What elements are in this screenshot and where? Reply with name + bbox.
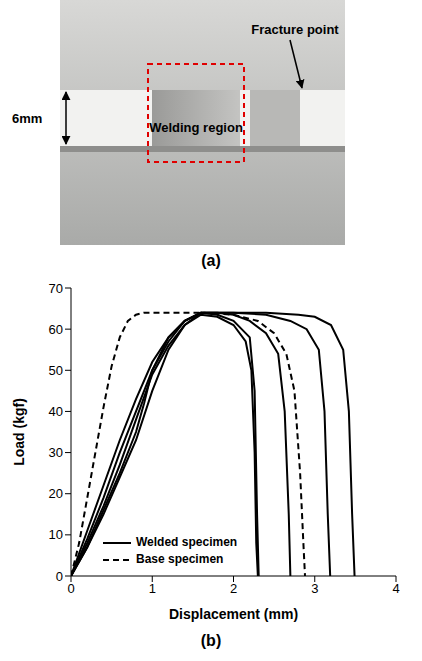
svg-text:30: 30 [49,445,63,460]
html-text:Base specimen: Base specimen [136,552,224,566]
svg-text:6mm: 6mm [12,111,42,126]
svg-text:Fracture point: Fracture point [251,22,339,37]
svg-text:1: 1 [149,581,156,596]
svg-text:20: 20 [49,486,63,501]
html-text:Welded specimen: Welded specimen [136,535,238,549]
svg-text:50: 50 [49,363,63,378]
svg-text:Load (kgf): Load (kgf) [11,398,27,466]
html-text:(a): (a) [201,252,221,269]
svg-text:0: 0 [56,569,63,584]
svg-text:4: 4 [392,581,399,596]
svg-text:70: 70 [49,281,63,296]
svg-text:Displacement (mm): Displacement (mm) [169,606,298,622]
html-text:(b): (b) [200,632,222,649]
svg-text:Welding region: Welding region [149,120,243,135]
svg-text:3: 3 [311,581,318,596]
svg-text:2: 2 [230,581,237,596]
svg-text:40: 40 [49,404,63,419]
svg-text:0: 0 [67,581,74,596]
svg-text:60: 60 [49,322,63,337]
svg-text:10: 10 [49,527,63,542]
